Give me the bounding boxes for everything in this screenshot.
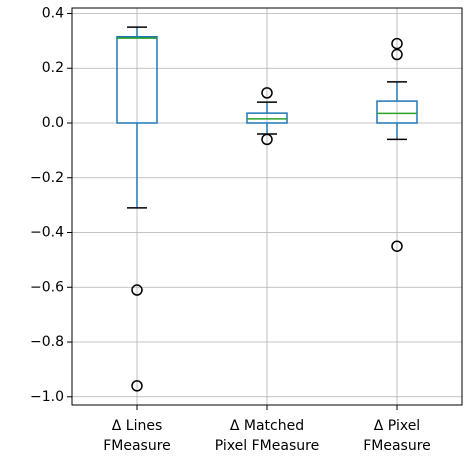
outlier [391, 240, 403, 252]
y-tick-label: −0.8 [30, 334, 64, 350]
y-tick-label: 0.0 [42, 115, 64, 131]
box [376, 100, 418, 124]
x-tick-label: Δ Pixel [374, 418, 420, 434]
y-tick-label: −0.6 [30, 279, 64, 295]
outlier [131, 380, 143, 392]
x-tick-label: FMeasure [363, 438, 431, 454]
outlier [131, 284, 143, 296]
outlier [261, 87, 273, 99]
y-tick-label: 0.4 [42, 5, 64, 21]
box [246, 112, 288, 124]
outlier [261, 133, 273, 146]
box [116, 35, 158, 124]
y-tick-label: −0.4 [30, 225, 64, 241]
y-tick-label: −0.2 [30, 170, 64, 186]
y-tick-label: −1.0 [30, 389, 64, 405]
outlier [391, 37, 403, 50]
x-tick-label: FMeasure [103, 438, 171, 454]
outlier [391, 48, 403, 61]
x-tick-label: Δ Lines [112, 418, 163, 434]
y-tick-label: 0.2 [42, 60, 64, 76]
plot-frame [71, 7, 463, 406]
x-tick-label: Δ Matched [230, 418, 304, 434]
x-tick-label: Pixel FMeasure [215, 438, 319, 454]
